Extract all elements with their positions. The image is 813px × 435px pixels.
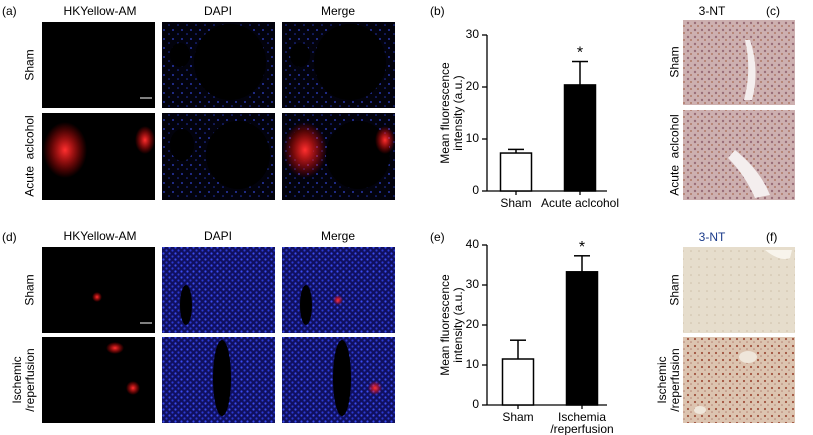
panel-label: (c) <box>766 4 780 18</box>
bar <box>499 152 533 192</box>
row-label: Sham <box>22 49 37 81</box>
panel-label: (d) <box>2 230 17 244</box>
micrographs-a <box>42 22 395 200</box>
row-label: Sham <box>22 274 37 306</box>
row-label: Ischemic /reperfusion <box>655 348 682 412</box>
x-tick-label: Sham <box>502 410 534 424</box>
panel-label: (b) <box>430 4 445 18</box>
bar <box>565 271 599 406</box>
row-label: Sham <box>667 274 682 306</box>
y-axis-label: Mean fluorescence intensity (a.u.) <box>438 62 465 164</box>
column-label: DAPI <box>204 4 232 18</box>
y-tick-label: 20 <box>466 79 480 93</box>
y-tick-label: 10 <box>466 131 480 145</box>
micrographs-d <box>42 247 395 423</box>
column-label: HKYellow-AM <box>64 4 137 18</box>
y-tick-label: 10 <box>466 357 480 371</box>
panel-label: (a) <box>2 4 17 18</box>
annotation: * <box>577 45 583 62</box>
row-label: Ischemic /reperfusion <box>10 348 37 412</box>
annotation: * <box>579 239 585 256</box>
panel-title: 3-NT <box>699 4 726 18</box>
y-tick-label: 20 <box>466 317 480 331</box>
column-label: Merge <box>321 4 355 18</box>
bar <box>563 84 597 192</box>
panel-label: (f) <box>766 230 777 244</box>
y-tick-label: 40 <box>466 237 480 251</box>
micrographs-f <box>683 247 795 423</box>
column-label: DAPI <box>204 229 232 243</box>
panel-label: (e) <box>430 230 445 244</box>
row-label: Acute aclcohol <box>22 115 37 197</box>
micrographs-c <box>683 20 795 200</box>
y-tick-label: 30 <box>466 277 480 291</box>
x-tick-label: Ischemia /reperfusion <box>550 410 614 435</box>
bar <box>501 358 535 406</box>
y-axis-label: Mean fluorescence intensity (a.u.) <box>438 274 465 376</box>
y-tick-label: 0 <box>472 397 479 411</box>
column-label: HKYellow-AM <box>64 229 137 243</box>
column-label: Merge <box>321 229 355 243</box>
x-tick-label: Acute aclcohol <box>540 196 620 210</box>
y-tick-label: 0 <box>472 183 479 197</box>
y-tick-label: 30 <box>466 27 480 41</box>
panel-title: 3-NT <box>699 230 726 244</box>
x-tick-label: Sham <box>500 196 532 210</box>
row-label: Sham <box>667 46 682 78</box>
row-label: Acute aclcohol <box>667 114 682 196</box>
